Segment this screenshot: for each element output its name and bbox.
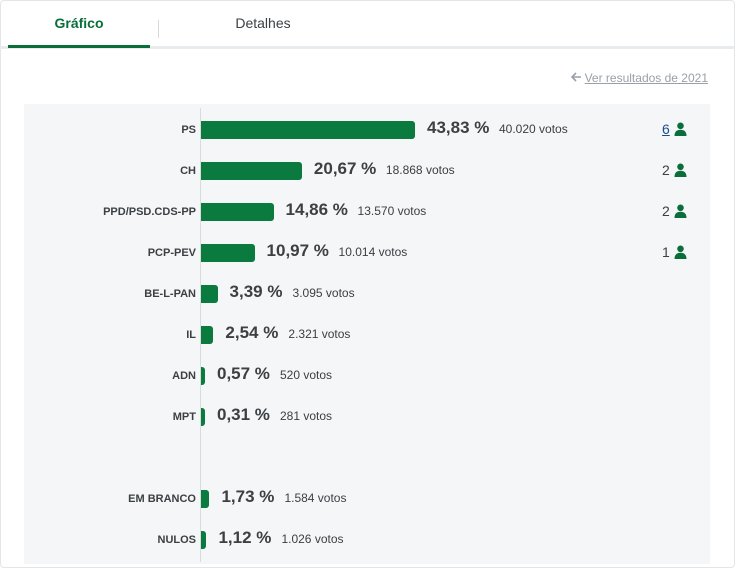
percent-label: 3,39 % <box>229 282 283 301</box>
seats-count: 2 <box>662 203 687 219</box>
party-label: IL <box>186 329 196 341</box>
bar <box>201 203 274 221</box>
percent-label: 20,67 % <box>313 159 377 178</box>
percent-label: 14,86 % <box>285 200 348 219</box>
bar <box>201 490 210 508</box>
votes-label: 40.020 votos <box>499 122 568 136</box>
votes-label: 2.321 votos <box>288 327 351 341</box>
chart-row: MPT 0,31 % 281 votos <box>0 405 735 448</box>
chart-row: PPD/PSD.CDS-PP 14,86 % 13.570 votos 2 <box>0 200 735 243</box>
votes-label: 10.014 votos <box>338 245 408 259</box>
percent-label: 2,54 % <box>225 323 279 342</box>
bar <box>201 408 205 426</box>
seats-count: 2 <box>662 162 687 178</box>
party-label: ADN <box>172 370 196 382</box>
chart-row: NULOS 1,12 % 1.026 votos <box>0 528 735 571</box>
percent-label: 43,83 % <box>427 118 490 137</box>
chart-row: PCP-PEV 10,97 % 10.014 votos 1 <box>0 241 735 284</box>
chart-row: CH 20,67 % 18.868 votos 2 <box>0 159 735 202</box>
tab-detalhes[interactable]: Detalhes <box>235 15 291 31</box>
votes-label: 520 votos <box>280 368 333 382</box>
party-label: PCP-PEV <box>147 247 196 259</box>
chart-row: IL 2,54 % 2.321 votos <box>0 323 735 366</box>
party-label: MPT <box>172 411 196 423</box>
chart-row: EM BRANCO 1,73 % 1.584 votos <box>0 487 735 530</box>
bar <box>201 531 207 549</box>
votes-label: 18.868 votos <box>385 163 455 177</box>
arrow-left-icon <box>570 71 582 85</box>
votes-label: 281 votos <box>280 409 333 423</box>
person-icon <box>674 204 687 218</box>
previous-results-link[interactable]: Ver resultados de 2021 <box>570 71 708 85</box>
bar <box>201 162 302 180</box>
person-icon <box>674 163 687 177</box>
party-label: CH <box>180 165 196 177</box>
seats-number: 1 <box>662 244 670 260</box>
seats-number: 6 <box>662 121 670 137</box>
person-icon <box>674 122 687 136</box>
chart-axis-line <box>200 108 201 562</box>
percent-label: 0,57 % <box>217 364 270 383</box>
party-label: BE-L-PAN <box>144 288 196 300</box>
previous-results-label: Ver resultados de 2021 <box>584 71 708 85</box>
bar <box>201 244 255 262</box>
party-label: PPD/PSD.CDS-PP <box>103 206 196 218</box>
seats-count: 1 <box>662 244 687 260</box>
person-icon <box>674 245 687 259</box>
chart-row: PS 43,83 % 40.020 votos 6 <box>0 118 735 161</box>
votes-label: 1.584 votos <box>284 491 347 505</box>
tab-bar: Gráfico Detalhes <box>0 0 735 49</box>
seats-count[interactable]: 6 <box>662 121 687 137</box>
votes-label: 3.095 votos <box>292 286 355 300</box>
party-label: EM BRANCO <box>128 493 196 505</box>
seats-number: 2 <box>662 203 670 219</box>
percent-label: 10,97 % <box>266 241 329 260</box>
tab-divider <box>158 20 159 38</box>
chart-row: ADN 0,57 % 520 votos <box>0 364 735 407</box>
party-label: NULOS <box>157 534 197 546</box>
votes-label: 1.026 votos <box>281 532 344 546</box>
bar <box>201 121 415 139</box>
chart-panel <box>24 104 710 564</box>
party-label: PS <box>181 124 196 136</box>
bar <box>201 367 205 385</box>
seats-number: 2 <box>662 162 670 178</box>
tab-grafico[interactable]: Gráfico <box>8 0 150 48</box>
percent-label: 0,31 % <box>217 405 270 424</box>
percent-label: 1,12 % <box>218 528 272 547</box>
bar <box>201 285 218 303</box>
votes-label: 13.570 votos <box>357 204 427 218</box>
bar <box>201 326 214 344</box>
chart-row: BE-L-PAN 3,39 % 3.095 votos <box>0 282 735 325</box>
percent-label: 1,73 % <box>221 487 275 506</box>
